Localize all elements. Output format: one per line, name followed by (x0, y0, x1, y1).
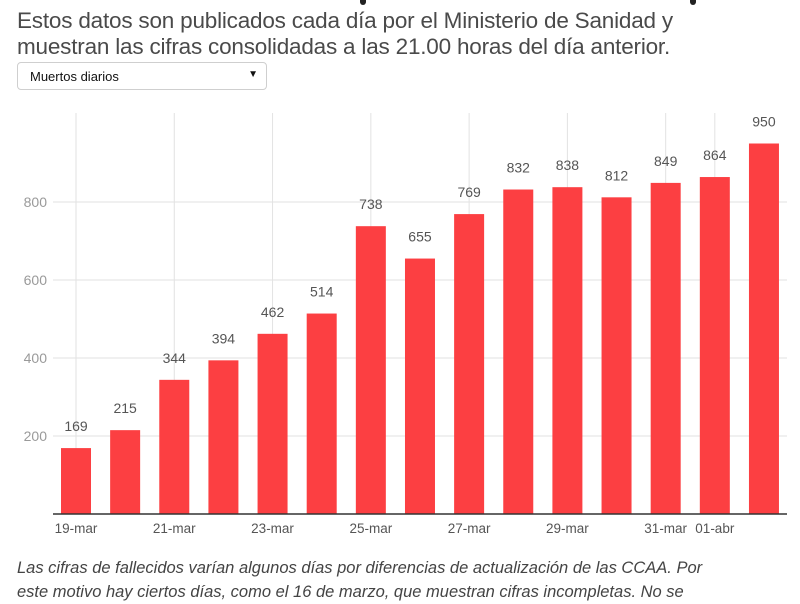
bar (355, 226, 386, 514)
bar (61, 448, 91, 514)
title-fragment (690, 0, 696, 5)
y-tick-label: 800 (24, 194, 48, 210)
bar (650, 182, 681, 514)
footnote-line: este motivo hay ciertos días, como el 16… (17, 583, 684, 601)
x-tick-label: 27-mar (448, 521, 491, 536)
data-label: 864 (703, 147, 727, 163)
chart-title-cropped (17, 0, 777, 8)
bar (699, 177, 730, 514)
bar (552, 187, 583, 514)
data-label: 838 (556, 157, 580, 173)
bar (208, 360, 239, 514)
data-label: 849 (654, 153, 678, 169)
bar (306, 313, 337, 514)
data-label: 769 (457, 184, 481, 200)
bar (159, 379, 190, 514)
data-labels: 169 215 344 394 462 514 738 655 769 832 838 812 849 8… (64, 114, 776, 435)
metric-select[interactable]: Muertos diarios ▼ (17, 62, 267, 90)
x-tick-label: 19-mar (55, 521, 98, 536)
title-fragment (360, 0, 366, 5)
bar (454, 214, 485, 514)
subtitle-line: Estos datos son publicados cada día por … (17, 8, 673, 33)
data-label: 514 (310, 284, 334, 300)
bar (110, 430, 141, 514)
data-label: 215 (113, 400, 137, 416)
y-tick-label: 200 (24, 428, 48, 444)
x-tick-label: 29-mar (546, 521, 589, 536)
metric-select-value: Muertos diarios (30, 69, 119, 84)
data-label: 462 (261, 304, 285, 320)
x-tick-label: 21-mar (153, 521, 196, 536)
x-tick-label: 25-mar (349, 521, 392, 536)
x-axis-ticks: 19-mar 21-mar 23-mar 25-mar 27-mar 29-mar 31-m… (55, 521, 735, 536)
y-tick-label: 600 (24, 272, 48, 288)
subtitle-line: muestran las cifras consolidadas a las 2… (17, 34, 671, 59)
caret-down-icon: ▼ (248, 69, 258, 80)
data-label: 655 (408, 229, 432, 245)
data-label: 950 (752, 114, 776, 130)
footnote-line: Las cifras de fallecidos varían algunos … (17, 559, 703, 577)
bars (61, 143, 779, 514)
data-label: 812 (605, 167, 629, 183)
data-label: 394 (212, 330, 236, 346)
data-label: 169 (64, 418, 88, 434)
x-tick-label: 01-abr (695, 521, 735, 536)
x-tick-label: 23-mar (251, 521, 294, 536)
y-axis-ticks: 200 400 600 800 (24, 194, 48, 444)
footnote: Las cifras de fallecidos varían algunos … (17, 556, 797, 604)
x-tick-label: 31-mar (644, 521, 687, 536)
bar-chart: 200 400 600 800 169 215 344 394 462 514 738 655 769… (24, 113, 787, 536)
bar (601, 197, 632, 514)
bar (257, 333, 288, 514)
bar (503, 189, 534, 514)
bar (404, 258, 435, 514)
y-tick-label: 400 (24, 350, 48, 366)
bar (748, 143, 779, 514)
chart-subtitle: Estos datos son publicados cada día por … (17, 8, 797, 60)
data-label: 832 (507, 160, 531, 176)
data-label: 344 (163, 350, 187, 366)
data-label: 738 (359, 196, 383, 212)
